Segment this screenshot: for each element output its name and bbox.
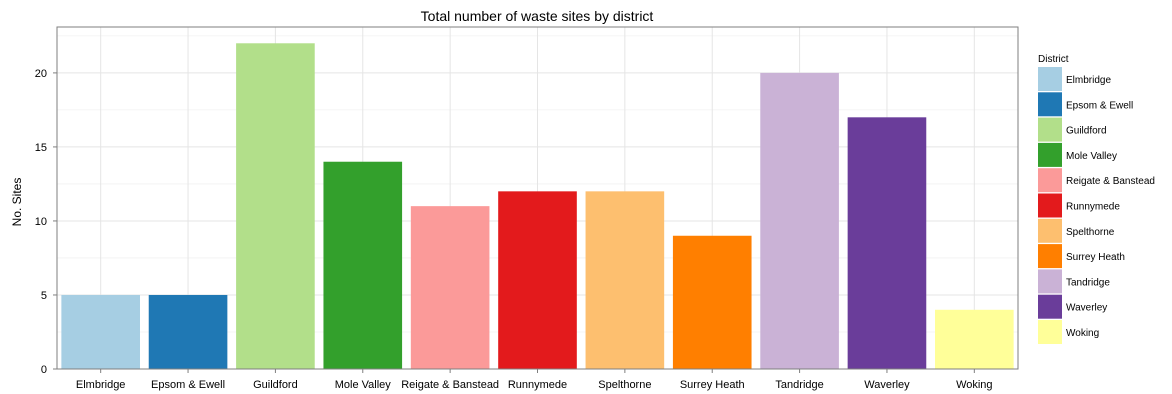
bar-tandridge	[760, 72, 839, 369]
y-tick-label: 15	[35, 142, 47, 154]
legend-key	[1038, 193, 1062, 218]
bar-surrey-heath	[672, 235, 752, 369]
legend-label: Woking	[1066, 328, 1099, 339]
x-tick-label: Mole Valley	[335, 379, 392, 391]
y-tick-label: 0	[41, 364, 47, 376]
legend-title: District	[1038, 54, 1069, 65]
bar-reigate-banstead	[410, 206, 490, 369]
legend-key	[1038, 218, 1062, 243]
legend-label: Waverley	[1066, 303, 1107, 314]
legend-label: Surrey Heath	[1066, 252, 1125, 263]
legend-key	[1038, 269, 1062, 294]
bar-mole-valley	[323, 161, 403, 369]
legend-key	[1038, 294, 1062, 319]
x-tick-label: Elmbridge	[76, 379, 126, 391]
legend-label: Spelthorne	[1066, 227, 1115, 238]
legend-key	[1038, 244, 1062, 269]
legend-label: Tandridge	[1066, 277, 1110, 288]
x-tick-label: Waverley	[864, 379, 910, 391]
bar-runnymede	[498, 191, 577, 369]
y-tick-label: 5	[41, 290, 47, 302]
plot-area: 0 5 10 15 20 Elmbridge Epsom & Ewell Guildford M…	[35, 26, 1019, 391]
y-tick-label: 10	[35, 216, 47, 228]
legend: District Elmbridge Epsom & Ewell Guildford M…	[1038, 54, 1155, 344]
legend-key	[1038, 67, 1062, 91]
x-tick-label: Tandridge	[775, 379, 823, 391]
legend-key	[1038, 320, 1062, 344]
bar-elmbridge	[61, 294, 140, 369]
y-tick-label: 20	[35, 68, 47, 80]
legend-key	[1038, 142, 1062, 167]
chart-title: Total number of waste sites by district	[421, 8, 654, 24]
legend-key	[1038, 92, 1062, 117]
x-tick-label: Woking	[956, 379, 992, 391]
legend-key	[1038, 168, 1062, 193]
bar-epsom-ewell	[148, 294, 228, 369]
legend-label: Mole Valley	[1066, 151, 1117, 162]
bar-spelthorne	[585, 191, 665, 369]
y-axis-title: No. Sites	[10, 178, 24, 227]
bar-waverley	[847, 117, 927, 369]
bar-woking	[935, 309, 1014, 369]
legend-label: Reigate & Banstead	[1066, 176, 1155, 187]
legend-key	[1038, 117, 1062, 142]
x-tick-label: Surrey Heath	[680, 379, 745, 391]
x-tick-label: Spelthorne	[598, 379, 651, 391]
legend-label: Runnymede	[1066, 202, 1120, 213]
x-tick-label: Runnymede	[508, 379, 567, 391]
legend-label: Elmbridge	[1066, 75, 1111, 86]
x-tick-label: Epsom & Ewell	[151, 379, 225, 391]
legend-label: Guildford	[1066, 126, 1107, 137]
x-tick-label: Guildford	[253, 379, 298, 391]
legend-label: Epsom & Ewell	[1066, 100, 1133, 111]
x-tick-label: Reigate & Banstead	[401, 379, 499, 391]
bar-guildford	[236, 43, 315, 370]
